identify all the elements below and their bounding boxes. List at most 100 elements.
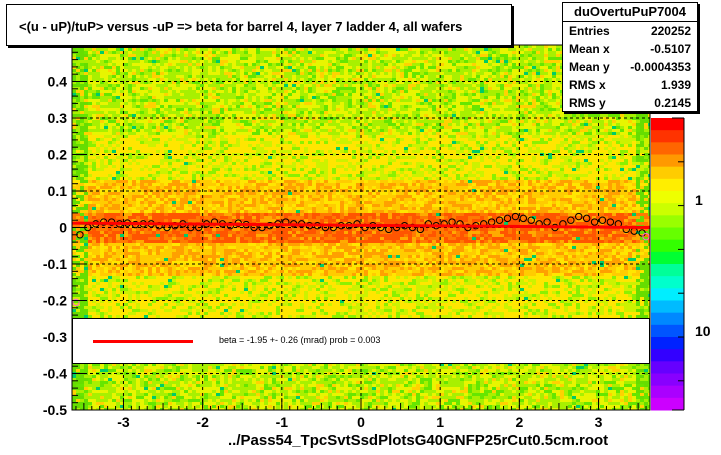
heatmap-cell [392,141,396,144]
heatmap-cell [184,84,188,87]
heatmap-cell [356,129,360,132]
heatmap-cell [308,111,312,114]
heatmap-cell [516,111,520,114]
heatmap-cell [84,102,88,105]
heatmap-cell [140,63,144,66]
heatmap-cell [452,45,456,48]
heatmap-cell [172,84,176,87]
heatmap-cell [340,111,344,114]
heatmap-cell [504,102,508,105]
heatmap-cell [436,120,440,123]
heatmap-cell [468,96,472,99]
heatmap-cell [240,66,244,69]
heatmap-cell [164,111,168,114]
heatmap-cell [488,141,492,144]
heatmap-cell [84,87,88,90]
heatmap-cell [200,54,204,57]
heatmap-cell [164,96,168,99]
heatmap-cell [472,51,476,54]
heatmap-cell [524,111,528,114]
heatmap-cell [348,141,352,144]
heatmap-cell [296,48,300,51]
heatmap-cell [432,144,436,147]
heatmap-cell [216,96,220,99]
heatmap-cell [212,117,216,120]
heatmap-cell [84,45,88,48]
heatmap-cell [528,75,532,78]
heatmap-cell [636,129,640,132]
heatmap-cell [360,135,364,138]
heatmap-cell [304,51,308,54]
heatmap-cell [280,108,284,111]
heatmap-cell [196,87,200,90]
heatmap-cell [268,63,272,66]
heatmap-cell [548,87,552,90]
heatmap-cell [624,126,628,129]
heatmap-cell [324,93,328,96]
heatmap-cell [436,132,440,135]
heatmap-cell [408,96,412,99]
heatmap-cell [408,93,412,96]
heatmap-cell [360,57,364,60]
heatmap-cell [172,123,176,126]
heatmap-cell [360,63,364,66]
heatmap-cell [376,108,380,111]
heatmap-cell [256,105,260,108]
heatmap-cell [120,87,124,90]
heatmap-cell [388,81,392,84]
heatmap-cell [552,144,556,147]
heatmap-cell [348,93,352,96]
heatmap-cell [324,84,328,87]
heatmap-cell [364,126,368,129]
heatmap-cell [360,54,364,57]
heatmap-cell [380,135,384,138]
heatmap-cell [556,63,560,66]
heatmap-cell [532,72,536,75]
heatmap-cell [136,123,140,126]
heatmap-cell [376,135,380,138]
heatmap-cell [200,129,204,132]
heatmap-cell [572,123,576,126]
heatmap-cell [500,81,504,84]
heatmap-cell [176,132,180,135]
heatmap-cell [236,48,240,51]
heatmap-cell [256,129,260,132]
heatmap-cell [464,93,468,96]
heatmap-cell [376,144,380,147]
heatmap-cell [364,96,368,99]
heatmap-cell [300,138,304,141]
heatmap-cell [332,90,336,93]
heatmap-cell [168,81,172,84]
heatmap-cell [468,126,472,129]
heatmap-cell [176,120,180,123]
heatmap-cell [212,99,216,102]
heatmap-cell [532,45,536,48]
heatmap-cell [320,126,324,129]
heatmap-cell [200,63,204,66]
heatmap-cell [228,72,232,75]
heatmap-cell [300,48,304,51]
heatmap-cell [140,51,144,54]
heatmap-cell [416,114,420,117]
heatmap-cell [440,75,444,78]
heatmap-cell [316,75,320,78]
heatmap-cell [448,57,452,60]
heatmap-cell [152,129,156,132]
heatmap-cell [360,114,364,117]
heatmap-cell [544,96,548,99]
heatmap-cell [276,102,280,105]
heatmap-cell [164,144,168,147]
heatmap-cell [88,45,92,48]
heatmap-cell [304,66,308,69]
heatmap-cell [544,90,548,93]
heatmap-cell [616,126,620,129]
heatmap-cell [216,90,220,93]
heatmap-cell [180,81,184,84]
heatmap-cell [224,69,228,72]
heatmap-cell [124,78,128,81]
heatmap-cell [180,96,184,99]
heatmap-cell [260,138,264,141]
heatmap-cell [500,129,504,132]
heatmap-cell [476,57,480,60]
heatmap-cell [400,129,404,132]
